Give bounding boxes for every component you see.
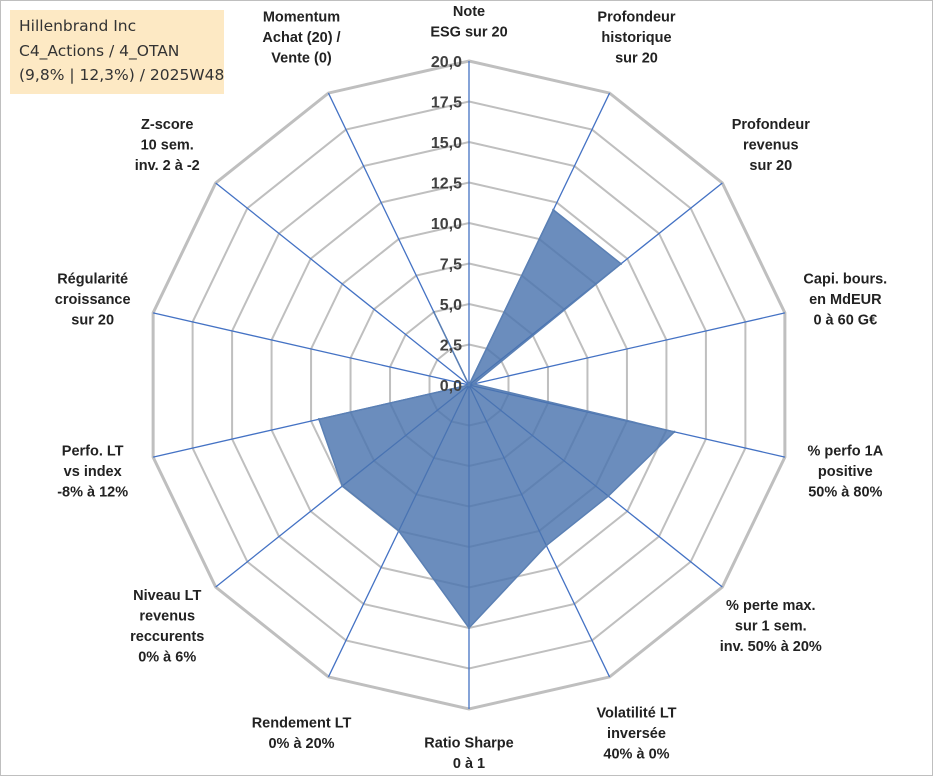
tick-label: 2,5	[440, 338, 462, 355]
axis-spoke	[215, 182, 470, 386]
data-point	[397, 529, 400, 533]
axis-label-line: Capi. bours.	[803, 272, 887, 288]
axis-label: Profondeur historique sur 20	[597, 10, 675, 67]
tick-label: 15,0	[431, 135, 462, 152]
data-point	[432, 310, 436, 314]
axis-label-line: % perte max.	[726, 598, 815, 614]
axis-label-line: inversée	[607, 726, 666, 742]
tick-label: 17,5	[431, 95, 462, 112]
axis-label-line: sur 1 sem.	[735, 619, 807, 635]
axis-label-line: -8% à 12%	[57, 484, 128, 500]
axis-label-line: Momentum	[263, 10, 340, 26]
axis-label-line: 0 à 60 G€	[813, 313, 877, 329]
data-point	[341, 484, 344, 488]
data-point	[317, 418, 321, 421]
axis-label-line: Volatilité LT	[596, 705, 676, 721]
axis-spoke	[152, 312, 470, 386]
axis-label: Z-score 10 sem. inv. 2 à -2	[135, 117, 200, 174]
axis-label-line: Régularité	[57, 272, 128, 288]
data-point	[467, 383, 471, 387]
axis-spoke	[468, 312, 786, 386]
axis-label: Volatilité LT inversée 40% à 0%	[596, 705, 676, 762]
axis-label-line: Ratio Sharpe	[424, 736, 513, 752]
axis-label: Capi. bours. en MdEUR 0 à 60 G€	[803, 272, 887, 329]
axis-label-line: ESG sur 20	[430, 25, 507, 41]
axis-label-line: sur 20	[71, 313, 114, 329]
data-point	[673, 430, 676, 434]
axis-label-line: Vente (0)	[271, 51, 332, 67]
series-area	[317, 208, 676, 630]
axis-label: Régularité croissance sur 20	[55, 272, 131, 329]
axis-label-line: 0% à 6%	[138, 649, 196, 665]
axis-label-line: sur 20	[749, 158, 792, 174]
axis-label-line: 50% à 80%	[808, 484, 882, 500]
data-point	[472, 382, 475, 386]
tick-label: 0,0	[440, 378, 462, 395]
axis-label-line: 0% à 20%	[268, 736, 334, 752]
axis-label: Profondeur revenus sur 20	[732, 117, 810, 174]
data-point	[552, 208, 555, 212]
company-name: Hillenbrand Inc	[19, 17, 137, 35]
axis-label: Rendement LT 0% à 20%	[252, 716, 352, 753]
axis-label-line: positive	[818, 464, 873, 480]
axis-label-line: 0 à 1	[453, 756, 485, 772]
axis-label-line: Profondeur	[597, 10, 675, 26]
axis-label-line: Perfo. LT	[62, 443, 124, 459]
axis-label: % perte max. sur 1 sem. inv. 50% à 20%	[720, 598, 822, 655]
performance-stats: (9,8% | 12,3%) / 2025W48	[19, 66, 225, 84]
axis-label-line: inv. 50% à 20%	[720, 639, 822, 655]
axis-label: Note ESG sur 20	[430, 4, 507, 41]
axis-label-line: Profondeur	[732, 117, 810, 133]
axis-label-line: Z-score	[141, 117, 193, 133]
data-point	[607, 494, 610, 498]
tick-label: 10,0	[431, 216, 462, 233]
axis-label: Niveau LT revenus reccurents 0% à 6%	[130, 588, 204, 666]
axis-label-line: Note	[453, 4, 485, 20]
axis-label: Perfo. LT vs index -8% à 12%	[57, 443, 128, 500]
data-point	[467, 626, 471, 630]
axis-label: % perfo 1A positive 50% à 80%	[807, 443, 883, 500]
axis-label: Momentum Achat (20) / Vente (0)	[262, 10, 340, 67]
tick-label: 5,0	[440, 297, 462, 314]
info-box: Hillenbrand Inc C4_Actions / 4_OTAN (9,8…	[10, 10, 224, 94]
axis-label-line: reccurents	[130, 629, 204, 645]
axis-label-line: en MdEUR	[809, 292, 882, 308]
axis-label-line: historique	[601, 30, 671, 46]
axis-label-line: 40% à 0%	[603, 746, 669, 762]
axis-label-line: sur 20	[615, 51, 658, 67]
axis-label-line: Rendement LT	[252, 716, 352, 732]
axis-label-line: croissance	[55, 292, 131, 308]
axis-label-line: revenus	[743, 137, 799, 153]
axis-label-line: Achat (20) /	[262, 30, 340, 46]
data-point	[619, 262, 623, 265]
axis-label-line: 10 sem.	[141, 137, 194, 153]
tick-label: 7,5	[440, 257, 462, 274]
axis-label-line: revenus	[139, 608, 195, 624]
tick-label: 12,5	[431, 176, 462, 193]
axis-label-line: % perfo 1A	[807, 443, 883, 459]
axis-label-line: Niveau LT	[133, 588, 201, 604]
axis-label-line: inv. 2 à -2	[135, 158, 200, 174]
data-point	[545, 544, 548, 547]
tick-label: 20,0	[431, 54, 462, 71]
axis-label: Ratio Sharpe 0 à 1	[424, 736, 513, 773]
axis-label-line: vs index	[64, 464, 122, 480]
portfolio-name: C4_Actions / 4_OTAN	[19, 41, 180, 60]
